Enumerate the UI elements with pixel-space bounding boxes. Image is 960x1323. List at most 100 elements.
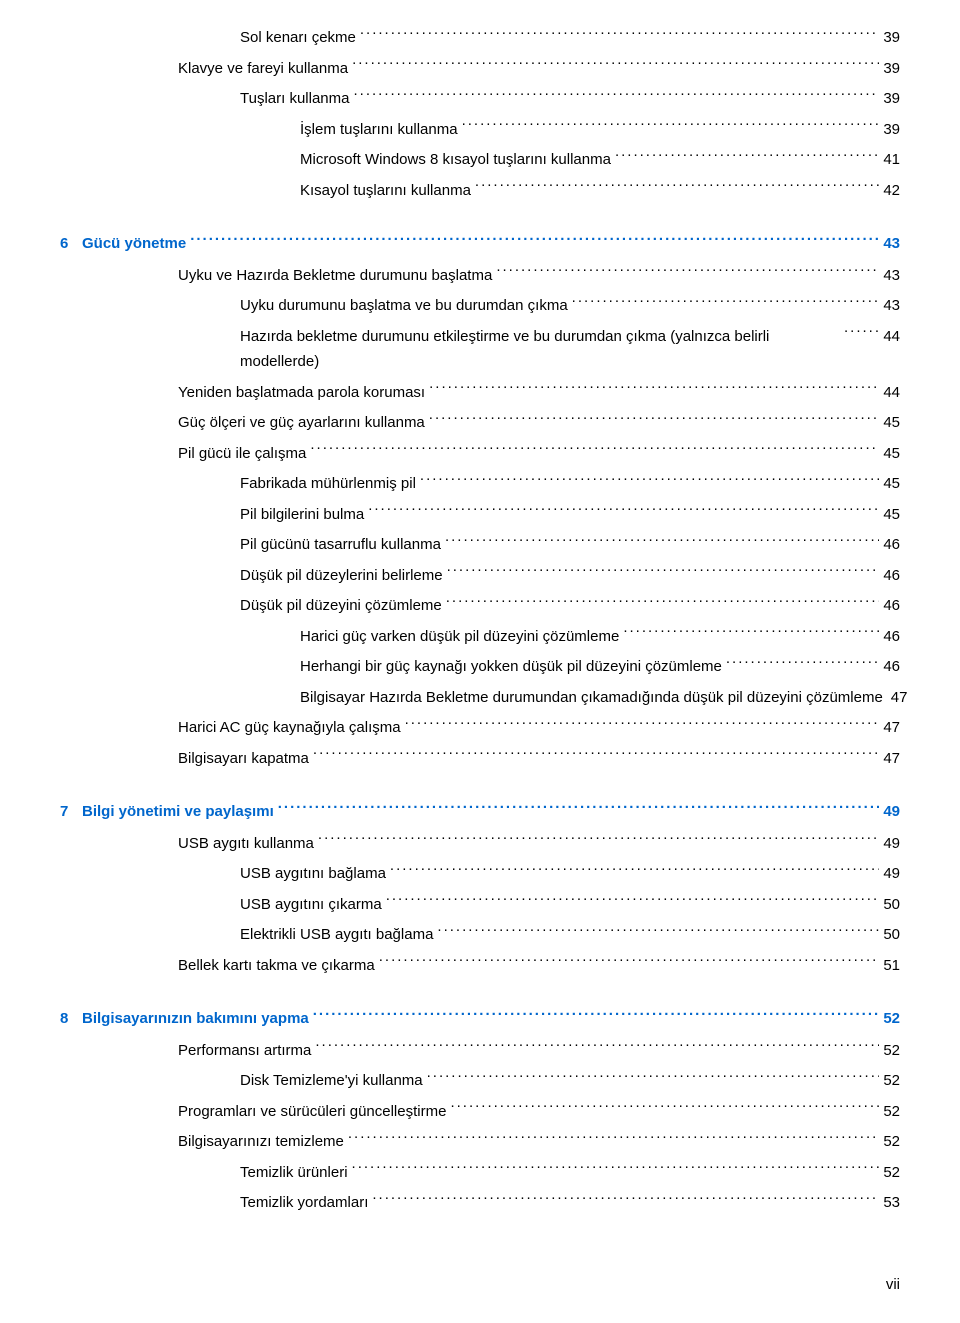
toc-entry[interactable]: Düşük pil düzeyini çözümleme 46: [60, 593, 900, 619]
toc-entry[interactable]: Harici AC güç kaynağıyla çalışma 47: [60, 715, 900, 741]
toc-entry[interactable]: Bilgisayarınızı temizleme 52: [60, 1129, 900, 1155]
toc-entry-label: Uyku durumunu başlatma ve bu durumdan çı…: [240, 293, 568, 319]
toc-page-number: 41: [883, 147, 900, 173]
toc-leader: [379, 955, 880, 970]
toc-entry[interactable]: İşlem tuşlarını kullanma 39: [60, 117, 900, 143]
toc-entry[interactable]: Hazırda bekletme durumunu etkileştirme v…: [60, 324, 900, 375]
toc-page-number: 50: [883, 892, 900, 918]
toc-leader: [623, 626, 879, 641]
toc-chapter[interactable]: 8 Bilgisayarınızın bakımını yapma 52: [60, 1006, 900, 1032]
toc-entry[interactable]: Temizlik yordamları 53: [60, 1190, 900, 1216]
toc-leader: [360, 27, 879, 42]
toc-entry-label: Bellek kartı takma ve çıkarma: [178, 953, 375, 979]
toc-leader: [318, 833, 879, 848]
toc-entry-label: Tuşları kullanma: [240, 86, 349, 112]
toc-leader: [313, 1008, 880, 1023]
toc-page-number: 52: [883, 1099, 900, 1125]
toc-leader: [390, 863, 879, 878]
toc-entry-label: Pil gücünü tasarruflu kullanma: [240, 532, 441, 558]
toc-entry[interactable]: USB aygıtı kullanma 49: [60, 831, 900, 857]
toc-leader: [386, 894, 880, 909]
toc-leader: [496, 265, 879, 280]
toc-entry[interactable]: USB aygıtını bağlama 49: [60, 861, 900, 887]
toc-leader: [475, 180, 879, 195]
toc-entry-label: Temizlik yordamları: [240, 1190, 368, 1216]
toc-entry-label: Bilgisayarınızı temizleme: [178, 1129, 344, 1155]
toc-page-number: 44: [883, 380, 900, 406]
toc-page-number: 52: [883, 1038, 900, 1064]
toc-entry[interactable]: Pil gücü ile çalışma 45: [60, 441, 900, 467]
toc-entry[interactable]: Herhangi bir güç kaynağı yokken düşük pi…: [60, 654, 900, 680]
toc-leader: [615, 149, 879, 164]
toc-page-number: 47: [883, 715, 900, 741]
toc-leader: [315, 1040, 879, 1055]
toc-entry[interactable]: Klavye ve fareyi kullanma 39: [60, 56, 900, 82]
toc-page-number: 50: [883, 922, 900, 948]
toc-entry-label: Elektrikli USB aygıtı bağlama: [240, 922, 433, 948]
toc-entry[interactable]: Uyku durumunu başlatma ve bu durumdan çı…: [60, 293, 900, 319]
toc-chapter-label: 7 Bilgi yönetimi ve paylaşımı: [60, 799, 274, 825]
toc-leader: [447, 565, 880, 580]
toc-leader: [437, 924, 879, 939]
toc-page-number: 46: [883, 654, 900, 680]
toc-entry-label: Disk Temizleme'yi kullanma: [240, 1068, 423, 1094]
toc-leader: [352, 58, 879, 73]
toc-leader: [353, 88, 879, 103]
toc-entry[interactable]: Bilgisayarı kapatma 47: [60, 746, 900, 772]
toc-entry[interactable]: Pil gücünü tasarruflu kullanma 46: [60, 532, 900, 558]
toc-entry[interactable]: Kısayol tuşlarını kullanma 42: [60, 178, 900, 204]
toc-entry[interactable]: Düşük pil düzeylerini belirleme 46: [60, 563, 900, 589]
toc-entry-label: USB aygıtını çıkarma: [240, 892, 382, 918]
toc-entry[interactable]: Disk Temizleme'yi kullanma 52: [60, 1068, 900, 1094]
toc-entry[interactable]: Performansı artırma 52: [60, 1038, 900, 1064]
toc-entry[interactable]: Uyku ve Hazırda Bekletme durumunu başlat…: [60, 263, 900, 289]
toc-entry[interactable]: Pil bilgilerini bulma 45: [60, 502, 900, 528]
toc-chapter-number: 7: [60, 799, 82, 825]
toc-entry[interactable]: Programları ve sürücüleri güncelleştirme…: [60, 1099, 900, 1125]
toc-leader: [405, 717, 880, 732]
toc-entry-label: Temizlik ürünleri: [240, 1160, 348, 1186]
toc-page-number: 53: [883, 1190, 900, 1216]
toc-chapter-number: 6: [60, 231, 82, 257]
toc-entry[interactable]: Güç ölçeri ve güç ayarlarını kullanma 45: [60, 410, 900, 436]
toc-leader: [190, 233, 879, 248]
toc-page-number: 39: [883, 25, 900, 51]
toc-page-number: 39: [883, 86, 900, 112]
toc-leader: [313, 748, 879, 763]
toc-entry-label: Performansı artırma: [178, 1038, 311, 1064]
toc-entry-label: Düşük pil düzeyini çözümleme: [240, 593, 442, 619]
toc-entry[interactable]: Harici güç varken düşük pil düzeyini çöz…: [60, 624, 900, 650]
toc-entry[interactable]: Elektrikli USB aygıtı bağlama 50: [60, 922, 900, 948]
toc-entry[interactable]: Yeniden başlatmada parola koruması 44: [60, 380, 900, 406]
toc-chapter[interactable]: 7 Bilgi yönetimi ve paylaşımı 49: [60, 799, 900, 825]
toc-leader: [429, 412, 880, 427]
toc-entry[interactable]: Bilgisayar Hazırda Bekletme durumundan ç…: [60, 685, 900, 711]
toc-entry[interactable]: Microsoft Windows 8 kısayol tuşlarını ku…: [60, 147, 900, 173]
toc-entry-label: Güç ölçeri ve güç ayarlarını kullanma: [178, 410, 425, 436]
toc-entry[interactable]: Temizlik ürünleri 52: [60, 1160, 900, 1186]
toc-chapter-number: 8: [60, 1006, 82, 1032]
toc-entry-label: Bilgisayar Hazırda Bekletme durumundan ç…: [300, 685, 883, 711]
toc-entry[interactable]: USB aygıtını çıkarma 50: [60, 892, 900, 918]
toc-entry[interactable]: Fabrikada mühürlenmiş pil 45: [60, 471, 900, 497]
toc-entry-label: Düşük pil düzeylerini belirleme: [240, 563, 443, 589]
toc-entry-label: Fabrikada mühürlenmiş pil: [240, 471, 416, 497]
toc-entry[interactable]: Sol kenarı çekme 39: [60, 25, 900, 51]
toc-page-number: 45: [883, 502, 900, 528]
toc-entry-label: Harici güç varken düşük pil düzeyini çöz…: [300, 624, 619, 650]
toc-entry-label: Kısayol tuşlarını kullanma: [300, 178, 471, 204]
toc-page-number: 52: [883, 1129, 900, 1155]
toc-entry-label: Bilgisayarı kapatma: [178, 746, 309, 772]
toc-page-number: 43: [883, 263, 900, 289]
toc-page-number: 43: [883, 293, 900, 319]
toc-page-number: 49: [883, 861, 900, 887]
toc-chapter-label: 6 Gücü yönetme: [60, 231, 186, 257]
toc-page-number: 49: [883, 799, 900, 825]
toc-entry[interactable]: Tuşları kullanma 39: [60, 86, 900, 112]
toc-leader: [368, 504, 879, 519]
toc-entry-label: Herhangi bir güç kaynağı yokken düşük pi…: [300, 654, 722, 680]
toc-entry-label: Pil bilgilerini bulma: [240, 502, 364, 528]
toc-entry-label: Uyku ve Hazırda Bekletme durumunu başlat…: [178, 263, 492, 289]
toc-entry[interactable]: Bellek kartı takma ve çıkarma 51: [60, 953, 900, 979]
toc-chapter[interactable]: 6 Gücü yönetme 43: [60, 231, 900, 257]
